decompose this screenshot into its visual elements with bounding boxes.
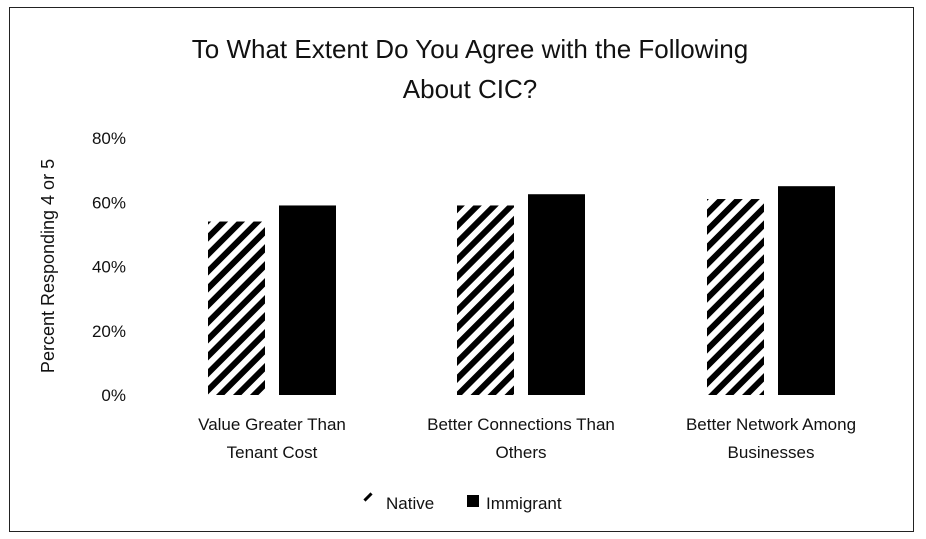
legend-swatch-immigrant <box>467 495 479 507</box>
y-axis-label: Percent Responding 4 or 5 <box>38 159 58 373</box>
y-tick-label: 40% <box>92 258 126 277</box>
legend-label-native: Native <box>386 494 434 513</box>
category-label: Others <box>495 443 546 462</box>
category-label: Businesses <box>728 443 815 462</box>
y-tick-label: 20% <box>92 322 126 341</box>
bar-immigrant-3 <box>778 186 835 395</box>
bars <box>208 186 835 395</box>
bar-native-1 <box>208 221 265 395</box>
chart-title-line-2: About CIC? <box>403 74 537 104</box>
category-label: Tenant Cost <box>227 443 318 462</box>
category-label: Better Network Among <box>686 415 856 434</box>
y-tick-label: 0% <box>101 386 126 405</box>
legend-label-immigrant: Immigrant <box>486 494 562 513</box>
bar-native-2 <box>457 205 514 395</box>
category-label: Value Greater Than <box>198 415 346 434</box>
bar-native-3 <box>707 199 764 395</box>
category-label: Better Connections Than <box>427 415 615 434</box>
x-axis-categories: Value Greater Than Tenant Cost Better Conn… <box>198 415 856 462</box>
chart-title: To What Extent Do You Agree with the Fol… <box>192 34 748 104</box>
legend: Native Immigrant <box>363 492 562 513</box>
chart-title-line-1: To What Extent Do You Agree with the Fol… <box>192 34 748 64</box>
legend-swatch-native <box>363 492 373 502</box>
y-tick-label: 60% <box>92 193 126 212</box>
bar-immigrant-1 <box>279 205 336 395</box>
bar-immigrant-2 <box>528 194 585 395</box>
y-axis-ticks: 0% 20% 40% 60% 80% <box>92 129 126 405</box>
y-tick-label: 80% <box>92 129 126 148</box>
